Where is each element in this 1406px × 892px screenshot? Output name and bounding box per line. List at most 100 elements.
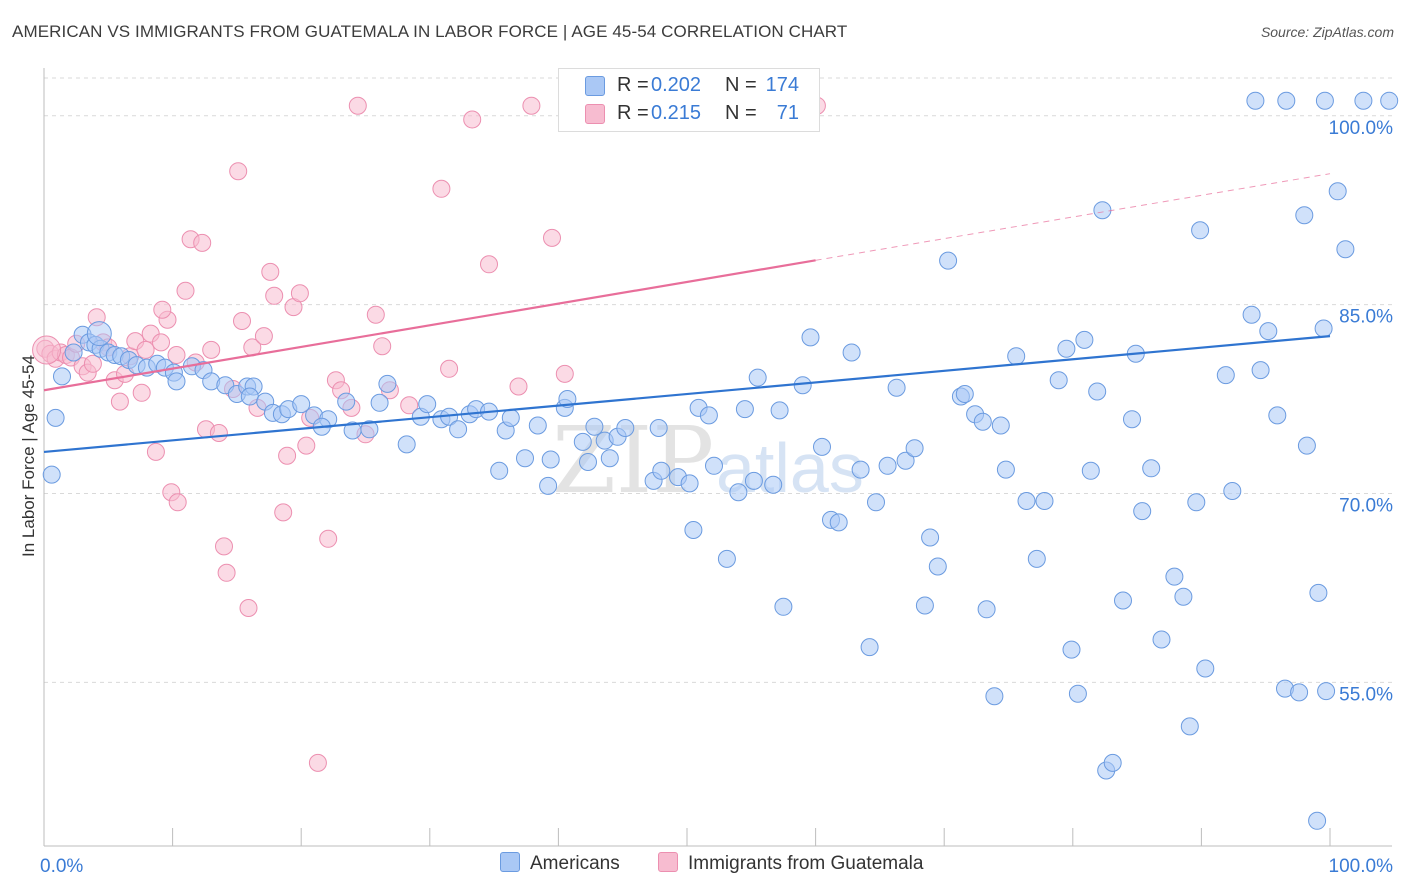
data-point — [397, 435, 416, 454]
legend-r-value: 0.202 — [651, 74, 702, 96]
data-point — [42, 465, 61, 484]
data-point — [977, 600, 996, 619]
data-point — [928, 557, 947, 576]
y-tick-label: 70.0% — [1339, 495, 1393, 516]
data-point — [705, 456, 723, 475]
data-point — [801, 328, 820, 347]
data-point — [1191, 221, 1210, 240]
legend-r-label: R = — [617, 74, 649, 96]
data-point — [297, 436, 316, 455]
legend-row-guatemala: R = 0.215 N = 71 — [559, 101, 819, 127]
y-tick-label: 100.0% — [1329, 118, 1394, 139]
data-point — [1057, 339, 1076, 358]
data-point — [46, 408, 65, 427]
data-point — [193, 233, 212, 252]
data-point — [541, 450, 560, 469]
data-point — [110, 392, 129, 411]
data-point — [985, 687, 1004, 706]
data-point — [217, 563, 236, 582]
data-point — [1017, 492, 1036, 510]
data-point — [418, 395, 437, 414]
data-point — [729, 483, 748, 502]
data-point — [539, 476, 558, 495]
data-point — [209, 424, 228, 442]
data-point — [813, 437, 831, 456]
data-point — [254, 327, 273, 346]
data-point — [717, 549, 736, 568]
data-point — [378, 374, 397, 393]
data-point — [1180, 717, 1199, 736]
data-point — [851, 460, 870, 479]
guatemala-points — [32, 96, 826, 772]
data-point — [1062, 640, 1081, 659]
data-point — [652, 461, 671, 480]
data-point — [764, 475, 783, 494]
axis-layer: 55.0% 70.0% 85.0% 100.0% — [43, 68, 1394, 847]
data-point — [373, 337, 392, 356]
data-point — [509, 377, 528, 396]
data-point — [991, 416, 1010, 435]
data-point — [146, 442, 165, 461]
americans-points — [42, 91, 1399, 830]
data-point — [168, 493, 187, 512]
data-point — [996, 460, 1015, 479]
data-point — [1268, 406, 1287, 425]
data-point — [480, 255, 498, 274]
data-point — [774, 597, 793, 616]
data-point — [649, 419, 668, 437]
data-point — [1297, 436, 1316, 455]
data-point — [558, 390, 577, 408]
data-point — [290, 284, 309, 303]
data-point — [915, 596, 934, 615]
y-tick-label: 85.0% — [1339, 307, 1393, 328]
data-point — [1295, 206, 1314, 225]
data-point — [449, 420, 468, 439]
data-point — [1277, 91, 1296, 110]
legend-n-value: 174 — [765, 74, 799, 96]
data-point — [699, 406, 718, 425]
data-point — [136, 340, 155, 359]
data-point — [878, 456, 897, 475]
bottom-legend-americans[interactable]: Americans — [500, 852, 620, 875]
data-point — [64, 343, 83, 362]
legend-swatch-guatemala — [585, 104, 605, 124]
data-point — [1336, 240, 1355, 259]
data-point — [1165, 567, 1184, 586]
data-point — [370, 393, 389, 412]
data-point — [573, 432, 592, 451]
data-point — [1242, 305, 1261, 324]
data-point — [516, 449, 534, 468]
data-point — [274, 503, 293, 522]
data-point — [1196, 659, 1215, 678]
data-point — [1354, 91, 1373, 110]
data-point — [921, 528, 940, 547]
data-point — [744, 471, 763, 490]
data-point — [579, 453, 597, 471]
data-point — [83, 354, 102, 373]
data-point — [939, 251, 958, 270]
data-point — [233, 312, 251, 330]
data-point — [215, 537, 233, 556]
data-point — [555, 364, 574, 383]
data-point — [153, 300, 172, 319]
data-point — [680, 474, 699, 493]
data-point — [1328, 182, 1347, 201]
data-point — [1380, 91, 1399, 110]
data-point — [1103, 753, 1122, 772]
data-point — [585, 417, 604, 436]
data-point — [896, 451, 915, 470]
data-point — [905, 439, 924, 458]
data-point-cluster — [32, 335, 62, 365]
bottom-legend-label-guatemala: Immigrants from Guatemala — [688, 853, 924, 874]
data-point — [501, 408, 520, 427]
data-point — [528, 416, 547, 435]
data-point — [202, 340, 221, 359]
data-point — [152, 333, 170, 352]
bottom-legend-guatemala[interactable]: Immigrants from Guatemala — [658, 852, 923, 875]
data-point — [829, 513, 848, 532]
trend-lines — [43, 173, 1331, 454]
data-point — [1152, 630, 1171, 649]
data-point — [240, 387, 259, 406]
data-point — [1216, 366, 1235, 385]
